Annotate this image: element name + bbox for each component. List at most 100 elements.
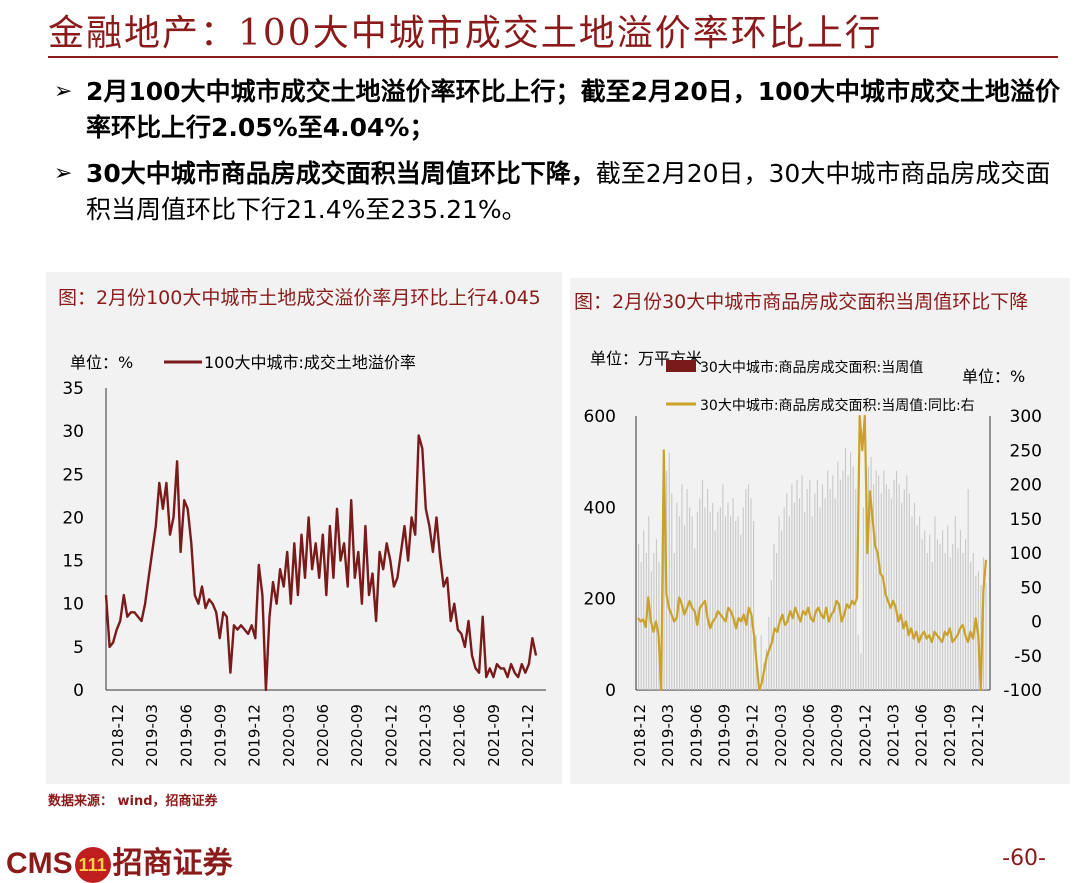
x-tick-label: 2019-12 [246,704,264,767]
bar-area-weekly [722,484,724,690]
x-tick-label: 2020-03 [280,704,298,767]
bar-area-weekly [730,516,732,690]
bar-area-weekly [694,548,696,690]
chart-panel-left [46,272,562,784]
bar-area-weekly [862,507,864,690]
bar-area-weekly [753,521,755,690]
bar-area-weekly [908,493,910,690]
bar-area-weekly [913,502,916,690]
bar-area-weekly [717,511,719,690]
x-tick-label: 2019-12 [744,704,762,767]
bar-area-weekly [704,507,706,690]
series-line-land-premium [104,434,538,692]
bar-area-weekly [740,534,742,690]
y-right-tick-label: 250 [1010,441,1042,461]
bar-area-weekly [712,502,714,690]
y-left-tick-label: 200 [584,590,616,610]
x-tick-label: 2019-06 [687,704,705,767]
y-tick-label: 25 [62,465,84,485]
bar-area-weekly [816,479,818,690]
x-tick-label: 2020-12 [382,704,400,767]
bar-area-weekly [947,525,949,690]
y-tick-label: 20 [62,508,84,528]
x-tick-label: 2020-06 [314,704,332,767]
bar-area-weekly [724,516,727,690]
y-tick-label: 5 [73,638,84,658]
land-premium-chart: 单位：% 100大中城市:成交土地溢价率 0 5 10 15 20 25 30 35 2018-12… [62,353,546,767]
x-tick-label: 2021-06 [913,704,931,767]
bar-area-weekly [936,539,939,690]
bar-area-weekly [865,479,867,690]
bar-area-weekly [811,516,813,690]
bar-area-weekly [942,530,944,690]
y-tick-label: 10 [62,595,84,615]
bar-area-weekly [832,475,834,690]
bar-area-weekly [857,635,859,690]
bar-area-weekly [640,562,642,690]
bar-area-weekly [898,484,900,690]
bar-area-weekly [916,525,918,690]
bar-area-weekly [867,466,870,690]
y-tick-label: 35 [62,379,84,399]
bar-area-weekly [962,553,964,690]
bar-area-weekly [837,461,839,690]
bar-area-weekly [663,498,665,690]
bullet-bold-text: 30大中城市商品房成交面积当周值环比下降， [86,159,596,188]
x-tick-label: 2021-06 [451,704,469,767]
bullet-text: 2月100大中城市成交土地溢价率环比上行；截至2月20日，100大中城市成交土地… [86,74,1066,146]
bar-area-weekly [681,484,683,690]
bar-area-weekly [939,543,941,690]
bullet-bold-text: 2月100大中城市成交土地溢价率环比上行；截至2月20日，100大中城市成交土地… [86,77,1060,142]
bar-area-weekly [714,530,716,690]
bar-area-weekly [954,516,956,690]
bar-area-weekly [890,498,893,690]
bar-area-weekly [732,498,734,690]
bar-area-weekly [791,484,793,690]
cms-logo: CMS 111 招商证券 [6,838,233,883]
y-tick-label: 15 [62,552,84,572]
series-line-yoy [637,414,988,692]
bar-area-weekly [821,484,824,690]
y-right-tick-label: -50 [1014,647,1042,667]
bar-area-weekly [967,489,969,690]
bar-area-weekly [893,479,895,690]
bar-area-weekly [949,557,951,690]
x-tick-label: 2021-03 [885,704,903,767]
bar-area-weekly [985,582,987,690]
x-tick-label: 2018-12 [109,704,127,767]
bar-area-weekly [924,530,926,690]
bar-area-weekly [735,521,737,690]
bar-area-weekly [653,553,655,690]
y-tick-label: 0 [73,681,84,701]
bar-area-weekly [701,479,704,690]
bar-area-weekly [765,648,767,690]
bar-area-weekly [750,498,752,690]
bar-area-weekly [903,489,905,690]
housing-area-chart: 单位：万平方米单位：%30大中城市:商品房成交面积:当周值30大中城市:商品房成… [584,349,1042,767]
bar-area-weekly [911,516,913,690]
bar-area-weekly [829,489,831,690]
x-tick-label: 2019-09 [716,704,734,767]
x-tick-label: 2020-06 [800,704,818,767]
unit-label: 单位：% [70,353,133,372]
chart-title-left: 图：2月份100大中城市土地成交溢价率月环比上行4.045 [58,287,541,309]
bar-area-weekly [696,511,698,690]
bar-area-weekly [691,516,693,690]
bar-area-weekly [671,493,673,690]
bar-area-weekly [814,493,816,690]
bar-area-weekly [684,525,686,690]
bullet-2: ➢ 30大中城市商品房成交面积当周值环比下降，截至2月20日，30大中城市商品房… [54,156,1064,230]
bar-area-weekly [778,516,780,690]
bar-area-weekly [980,585,982,690]
title-divider [48,56,1058,58]
bar-area-weekly [806,489,808,690]
bar-area-weekly [952,543,954,690]
bar-area-weekly [655,539,658,690]
legend-bar-swatch [666,360,696,372]
x-tick-label: 2021-03 [417,704,435,767]
x-tick-label: 2019-06 [177,704,195,767]
y-left-tick-label: 0 [605,681,616,701]
bar-area-weekly [855,489,857,690]
bar-area-weekly [819,507,821,690]
bar-area-weekly [906,475,908,690]
